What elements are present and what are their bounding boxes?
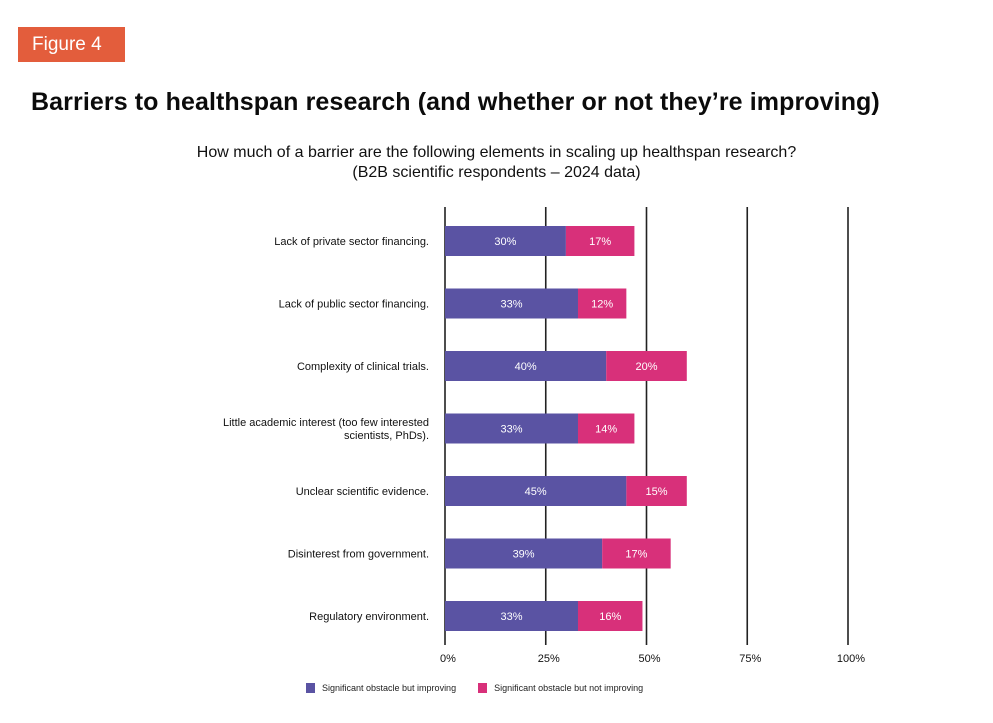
bar-not-improving	[606, 351, 687, 381]
chart-subtitle: How much of a barrier are the following …	[0, 143, 993, 183]
data-label: 33%	[500, 611, 522, 623]
bar-improving	[445, 351, 607, 381]
figure-badge: Figure 4	[18, 27, 125, 62]
figure-badge-label: Figure 4	[32, 33, 102, 55]
subtitle-line-1: How much of a barrier are the following …	[196, 144, 797, 161]
legend-swatch-not-improving	[478, 683, 488, 693]
legend-item-improving: Significant obstacle but improving	[306, 683, 456, 693]
x-tick-label: 100%	[837, 653, 865, 665]
category-label: Lack of public sector financing.	[279, 299, 429, 311]
legend-swatch-improving	[306, 683, 315, 693]
category-label: Regulatory environment.	[309, 611, 429, 623]
bar-improving	[445, 288, 578, 319]
subtitle-line-2: (B2B scientific respondents – 2024 data)	[352, 164, 641, 181]
data-label: 39%	[513, 549, 535, 561]
bar-not-improving	[626, 476, 687, 506]
bar-improving	[445, 538, 603, 569]
data-label: 17%	[589, 236, 611, 248]
x-tick-label: 50%	[638, 653, 660, 665]
category-label: Unclear scientific evidence.	[296, 486, 429, 498]
bar-not-improving	[577, 413, 635, 444]
data-label: 30%	[494, 236, 516, 248]
chart-title: Barriers to healthspan research (and whe…	[31, 88, 880, 116]
category-label: Disinterest from government.	[288, 549, 429, 561]
category-label: scientists, PhDs).	[344, 430, 429, 442]
x-tick-label: 0%	[440, 653, 456, 665]
data-label: 17%	[625, 549, 647, 561]
data-label: 16%	[599, 611, 621, 623]
bar-improving	[445, 413, 578, 444]
bar-not-improving	[602, 538, 671, 569]
bar-improving	[445, 226, 566, 256]
bar-improving	[445, 476, 627, 506]
data-label: 40%	[515, 361, 537, 373]
data-label: 33%	[500, 424, 522, 436]
legend-item-not-improving: Significant obstacle but not improving	[478, 683, 643, 693]
data-label: 45%	[525, 486, 547, 498]
x-tick-label: 75%	[739, 653, 761, 665]
bar-not-improving	[577, 601, 643, 631]
bar-not-improving	[565, 226, 635, 256]
data-label: 15%	[646, 486, 668, 498]
data-label: 20%	[635, 361, 657, 373]
legend: Significant obstacle but improving Signi…	[306, 683, 643, 693]
data-label: 33%	[500, 299, 522, 311]
x-tick-label: 25%	[538, 653, 560, 665]
category-label: Complexity of clinical trials.	[297, 361, 429, 373]
category-label: Little academic interest (too few intere…	[223, 417, 429, 429]
data-label: 14%	[595, 424, 617, 436]
bar-improving	[445, 601, 578, 631]
legend-label-not-improving: Significant obstacle but not improving	[494, 683, 644, 693]
bar-not-improving	[577, 288, 627, 319]
legend-label-improving: Significant obstacle but improving	[322, 683, 457, 693]
category-label: Lack of private sector financing.	[274, 236, 429, 248]
data-label: 12%	[591, 299, 613, 311]
